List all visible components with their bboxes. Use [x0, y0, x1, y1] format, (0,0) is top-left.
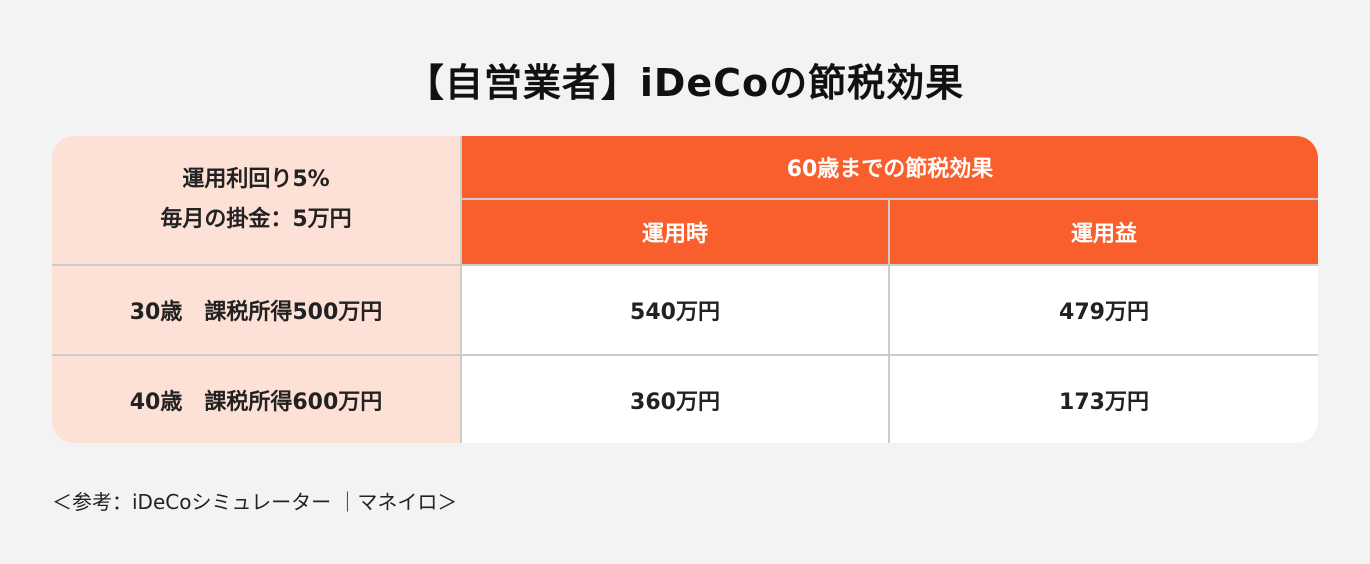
tax-savings-table: 運用利回り5% 毎月の掛金：5万円 60歳までの節税効果 運用時 運用益 30歳…: [52, 136, 1318, 443]
divider: [462, 198, 1318, 200]
row-value: 173万円: [890, 356, 1318, 443]
divider: [52, 264, 1318, 266]
group-header: 60歳までの節税効果: [462, 136, 1318, 198]
row-label: 40歳 課税所得600万円: [52, 356, 460, 443]
row-value: 479万円: [890, 266, 1318, 354]
row-value: 540万円: [462, 266, 888, 354]
divider: [888, 198, 890, 443]
source-note: ＜参考：iDeCoシミュレーター ｜マネイロ＞: [52, 490, 458, 514]
row-label: 30歳 課税所得500万円: [52, 266, 460, 354]
corner-line-contribution: 毎月の掛金：5万円: [160, 207, 352, 232]
corner-line-yield: 運用利回り5%: [182, 167, 330, 192]
column-header-operation: 運用時: [462, 200, 888, 264]
corner-cell: 運用利回り5% 毎月の掛金：5万円: [52, 136, 460, 264]
divider: [460, 136, 462, 443]
page-title: 【自営業者】iDeCoの節税効果: [405, 61, 965, 105]
row-value: 360万円: [462, 356, 888, 443]
divider: [52, 354, 1318, 356]
column-header-gain: 運用益: [890, 200, 1318, 264]
